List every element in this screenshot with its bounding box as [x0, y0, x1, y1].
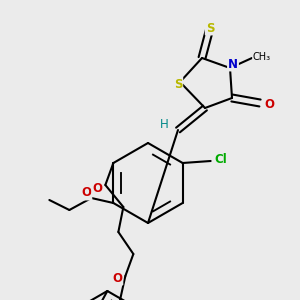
Text: Cl: Cl	[214, 154, 227, 166]
Text: N: N	[228, 58, 238, 70]
Text: O: O	[112, 272, 122, 284]
Text: S: S	[206, 22, 214, 34]
Text: O: O	[81, 187, 92, 200]
Text: O: O	[264, 98, 274, 110]
Text: S: S	[174, 77, 182, 91]
Text: CH₃: CH₃	[253, 52, 271, 62]
Text: H: H	[160, 118, 168, 130]
Text: O: O	[92, 182, 102, 196]
